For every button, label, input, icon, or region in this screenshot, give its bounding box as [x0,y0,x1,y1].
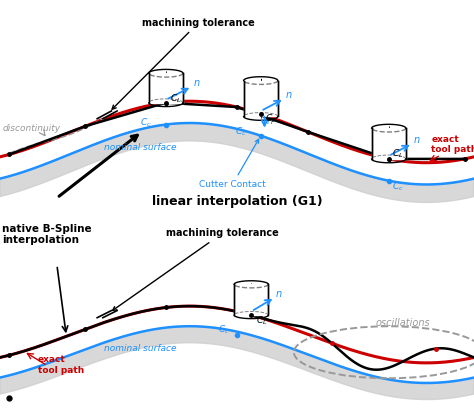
Text: $C_c$: $C_c$ [235,126,246,138]
Text: machining tolerance: machining tolerance [112,228,279,310]
Text: machining tolerance: machining tolerance [112,18,255,109]
Text: n: n [413,135,419,145]
Text: n: n [276,289,282,299]
Polygon shape [244,81,278,117]
Text: exact
tool path: exact tool path [431,135,474,154]
Text: n: n [193,78,200,88]
Polygon shape [234,284,268,315]
Text: $C_c$: $C_c$ [218,324,230,336]
Text: n: n [266,116,273,126]
Text: nominal surface: nominal surface [104,344,177,353]
Text: $C_L$: $C_L$ [265,112,277,125]
Text: $C_L$: $C_L$ [392,148,404,160]
Polygon shape [372,128,406,159]
Text: discontinuity: discontinuity [2,124,61,133]
Text: Cutter Contact: Cutter Contact [199,139,266,189]
Text: native B-Spline
interpolation: native B-Spline interpolation [2,224,92,245]
Text: oscillations: oscillations [375,318,430,328]
Text: $C_L$: $C_L$ [170,92,181,105]
Text: n: n [285,90,292,100]
Polygon shape [149,73,183,103]
Text: linear interpolation (G1): linear interpolation (G1) [152,195,322,207]
Text: nominal surface: nominal surface [104,143,177,152]
Text: $C_c$: $C_c$ [140,117,152,129]
Text: $C_L$: $C_L$ [256,315,267,327]
Text: $C_c$: $C_c$ [392,181,404,193]
Text: exact
tool path: exact tool path [38,355,84,375]
